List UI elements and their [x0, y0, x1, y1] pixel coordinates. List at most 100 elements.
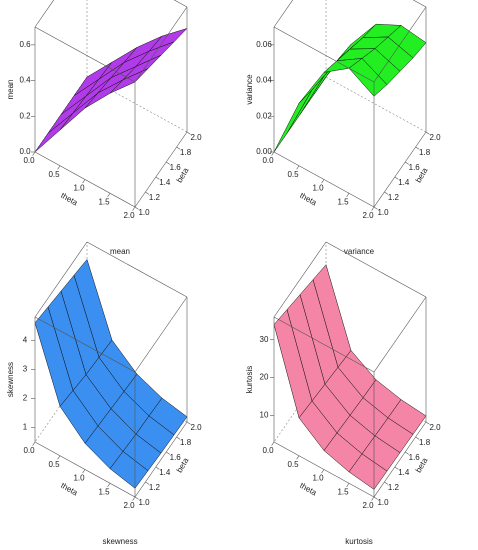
tick-mark: [82, 469, 86, 474]
x-tick-label: 2.0: [362, 501, 374, 510]
x-tick-label: 1.0: [73, 474, 85, 483]
box-edge: [373, 296, 427, 373]
y-tick-label: 1.6: [409, 453, 421, 462]
box-edge: [134, 6, 188, 83]
tick-mark: [271, 151, 275, 156]
tick-mark: [415, 146, 420, 150]
surface-plot: 0.00.51.01.52.0 1.01.21.41.61.82.00.00.20…: [6, 0, 202, 256]
tick-mark: [321, 469, 325, 474]
x-tick-label: 0.0: [23, 446, 35, 455]
tick-mark: [425, 421, 430, 425]
y-tick-label: 2.0: [190, 423, 202, 432]
box-edge: [273, 316, 375, 373]
surface-facet: [109, 68, 149, 94]
box-edge: [34, 26, 136, 83]
tick-mark: [57, 165, 61, 170]
caption: variance: [344, 247, 375, 256]
z-axis-label: variance: [245, 74, 254, 105]
surface-facet: [109, 451, 149, 489]
tick-mark: [394, 466, 399, 470]
z-tick-label: 0.6: [19, 40, 31, 49]
y-tick-label: 1.6: [409, 163, 421, 172]
box-edge: [273, 26, 375, 83]
surface-facet: [286, 74, 326, 134]
x-tick-label: 0.5: [287, 170, 299, 179]
box-edge: [373, 421, 427, 498]
tick-mark: [145, 191, 150, 195]
y-tick-label: 2.0: [429, 133, 441, 142]
tick-mark: [132, 496, 136, 501]
surface-plot: 0.00.51.01.52.0 1.01.21.41.61.82.01234the…: [6, 241, 202, 546]
surface-plot: 0.00.51.01.52.0 1.01.21.41.61.82.00.000.0…: [245, 0, 441, 256]
tick-mark: [132, 206, 136, 211]
tick-mark: [107, 193, 111, 198]
box-edge: [134, 296, 188, 373]
tick-mark: [384, 191, 389, 195]
tick-mark: [405, 161, 409, 165]
caption: mean: [110, 247, 130, 256]
tick-mark: [155, 466, 160, 470]
z-tick-label: 1: [23, 423, 28, 432]
tick-mark: [186, 131, 191, 135]
x-axis-label: theta: [298, 481, 318, 498]
z-tick-label: 0.0: [19, 147, 31, 156]
box-edge: [134, 421, 188, 498]
z-tick-label: 30: [260, 335, 269, 344]
caption: kurtosis: [345, 537, 373, 546]
y-tick-label: 2.0: [429, 423, 441, 432]
surface-facet: [34, 112, 74, 153]
x-tick-label: 0.5: [48, 170, 60, 179]
tick-mark: [271, 441, 275, 446]
surface-plot: 0.00.51.01.52.0 1.01.21.41.61.82.0102030t…: [245, 241, 441, 546]
z-tick-label: 0.2: [19, 111, 31, 120]
box-edge: [34, 241, 88, 318]
tick-mark: [296, 455, 300, 460]
y-tick-label: 1.4: [398, 178, 410, 187]
y-tick-label: 1.2: [388, 193, 400, 202]
tick-mark: [296, 165, 300, 170]
tick-mark: [176, 436, 181, 440]
y-tick-label: 1.8: [419, 148, 431, 157]
box-edge: [34, 0, 55, 28]
z-tick-label: 10: [260, 411, 269, 420]
x-tick-label: 1.0: [312, 474, 324, 483]
y-tick-label: 1.4: [159, 468, 171, 477]
tick-mark: [134, 496, 139, 500]
tick-mark: [186, 421, 191, 425]
x-axis-label: theta: [59, 481, 79, 498]
tick-mark: [371, 206, 375, 211]
x-tick-label: 1.5: [98, 197, 110, 206]
tick-mark: [384, 481, 389, 485]
tick-mark: [155, 176, 160, 180]
z-tick-label: 4: [23, 335, 28, 344]
tick-mark: [32, 441, 36, 446]
z-tick-label: 0.06: [256, 40, 272, 49]
surface-facet: [348, 453, 388, 490]
tick-mark: [107, 483, 111, 488]
y-tick-label: 1.0: [377, 208, 389, 217]
tick-mark: [145, 481, 150, 485]
tick-mark: [405, 451, 409, 455]
z-axis-label: mean: [6, 79, 15, 99]
tick-mark: [373, 496, 378, 500]
box-edge: [86, 76, 188, 133]
z-tick-label: 0.00: [256, 147, 272, 156]
y-tick-label: 1.8: [180, 148, 192, 157]
y-tick-label: 1.0: [377, 498, 389, 507]
x-tick-label: 0.0: [262, 446, 274, 455]
box-edge: [373, 6, 427, 83]
caption: skewness: [102, 537, 137, 546]
y-tick-label: 1.8: [419, 438, 431, 447]
x-axis-label: theta: [59, 191, 79, 208]
box-edge: [273, 0, 294, 28]
tick-mark: [346, 483, 350, 488]
x-tick-label: 0.0: [23, 156, 35, 165]
box-edge: [134, 131, 188, 208]
x-tick-label: 0.5: [287, 460, 299, 469]
x-tick-label: 0.0: [262, 156, 274, 165]
x-tick-label: 2.0: [123, 211, 135, 220]
y-tick-label: 1.4: [159, 178, 171, 187]
tick-mark: [394, 176, 399, 180]
z-tick-label: 0.4: [19, 76, 31, 85]
tick-mark: [166, 451, 170, 455]
